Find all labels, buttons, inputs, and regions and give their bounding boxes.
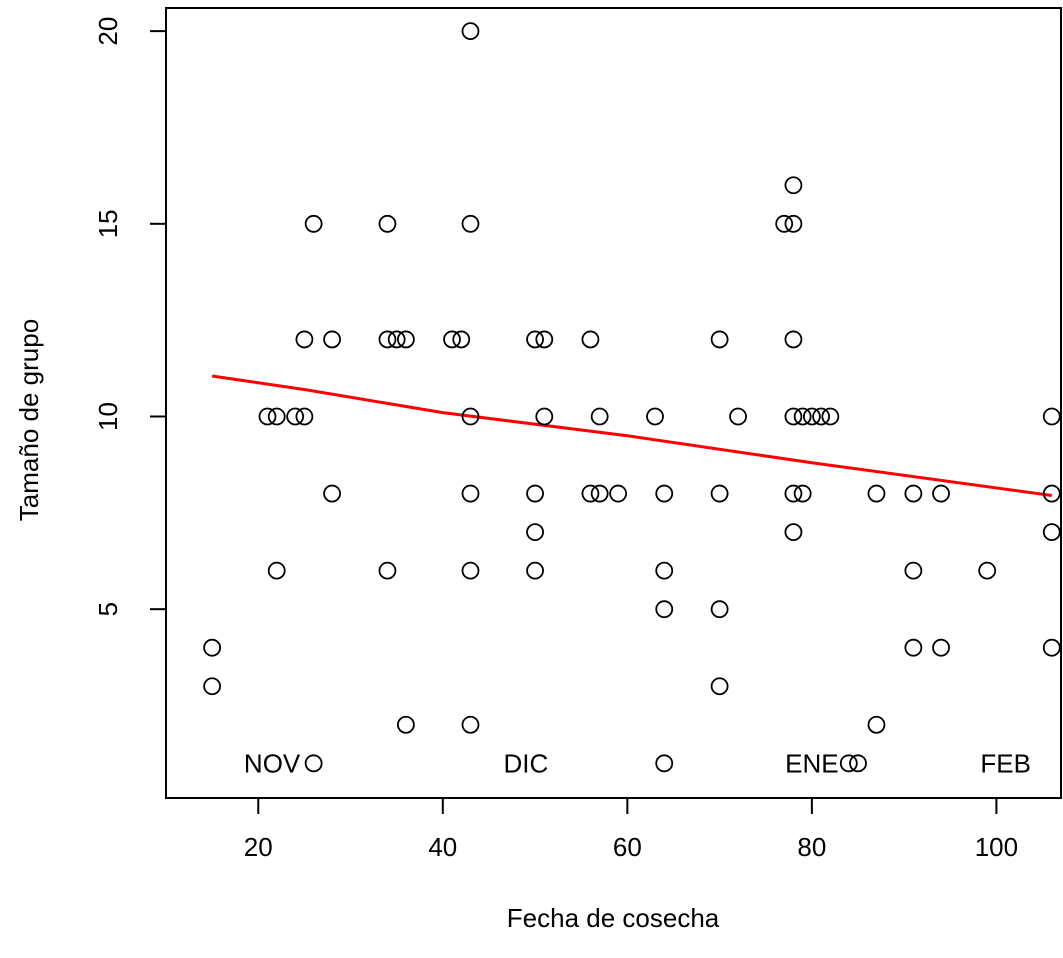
data-point [710, 484, 729, 503]
data-point [609, 484, 628, 503]
data-point [904, 561, 923, 580]
data-point [849, 754, 867, 773]
data-point [267, 407, 286, 426]
data-point [710, 600, 729, 619]
data-point [839, 754, 858, 773]
data-point [304, 214, 323, 233]
data-point [461, 561, 480, 580]
data-point [295, 407, 314, 426]
y-axis-title: Tamaño de grupo [14, 319, 44, 521]
y-tick-label: 15 [93, 209, 123, 238]
data-point [526, 561, 544, 580]
data-point [267, 561, 286, 580]
data-point [461, 407, 480, 426]
data-point [655, 600, 674, 619]
trend-line-group [211, 374, 1052, 497]
data-points [203, 22, 1061, 773]
data-point [590, 407, 609, 426]
data-point [1042, 484, 1061, 503]
data-point [378, 214, 397, 233]
data-point [581, 330, 600, 349]
data-point [461, 715, 480, 734]
data-point [932, 638, 950, 657]
data-point [323, 484, 341, 503]
data-point [203, 638, 222, 657]
x-tick-label: 60 [613, 832, 642, 862]
data-point [655, 484, 674, 503]
data-point [932, 484, 950, 503]
x-axis: 20 40 60 80 100 [244, 797, 1018, 862]
data-point [821, 407, 840, 426]
plot-frame [165, 7, 1062, 799]
data-point [784, 176, 803, 195]
data-point [378, 561, 397, 580]
x-tick-label: 80 [797, 832, 826, 862]
data-point [646, 407, 664, 426]
data-point [378, 330, 397, 349]
data-point [295, 330, 314, 349]
data-point [655, 754, 674, 773]
data-point [526, 484, 544, 503]
data-point [710, 330, 729, 349]
data-point [710, 677, 729, 696]
month-annotations: NOV DIC ENE FEB [244, 748, 1031, 778]
data-point [387, 330, 406, 349]
data-point [784, 330, 803, 349]
x-axis-title: Fecha de cosecha [507, 903, 720, 933]
data-point [304, 754, 323, 773]
data-point [793, 484, 812, 503]
data-point [286, 407, 305, 426]
data-point [1042, 638, 1061, 657]
data-point [396, 715, 415, 734]
data-point [784, 484, 803, 503]
trend-line [211, 374, 1052, 497]
x-tick-label: 40 [428, 832, 457, 862]
data-point [452, 330, 471, 349]
data-point [978, 561, 997, 580]
data-point [802, 407, 821, 426]
data-point [396, 330, 415, 349]
month-label: FEB [980, 748, 1031, 778]
data-point [526, 330, 544, 349]
y-tick-label: 5 [93, 602, 123, 616]
x-tick-label: 20 [244, 832, 273, 862]
data-point [203, 677, 222, 696]
month-label: ENE [785, 748, 838, 778]
data-point [784, 523, 803, 541]
data-point [729, 407, 747, 426]
data-point [535, 330, 554, 349]
data-point [867, 715, 886, 734]
data-point [581, 484, 600, 503]
data-point [323, 330, 341, 349]
data-point [461, 22, 480, 41]
data-point [775, 214, 794, 233]
data-point [904, 638, 923, 657]
data-point [784, 407, 803, 426]
data-point [258, 407, 277, 426]
data-point [867, 484, 886, 503]
y-tick-label: 20 [93, 17, 123, 46]
y-tick-label: 10 [93, 402, 123, 431]
data-point [461, 214, 480, 233]
data-point [1042, 407, 1061, 426]
data-point [1042, 523, 1061, 541]
data-point [526, 523, 544, 541]
data-point [784, 214, 803, 233]
data-point [904, 484, 923, 503]
y-axis: 5 10 15 20 [93, 17, 167, 616]
data-point [443, 330, 461, 349]
data-point [812, 407, 831, 426]
data-point [655, 561, 674, 580]
data-point [590, 484, 609, 503]
month-label: NOV [244, 748, 301, 778]
month-label: DIC [503, 748, 548, 778]
data-point [535, 407, 554, 426]
data-point [461, 484, 480, 503]
data-point [793, 407, 812, 426]
x-tick-label: 100 [975, 832, 1018, 862]
